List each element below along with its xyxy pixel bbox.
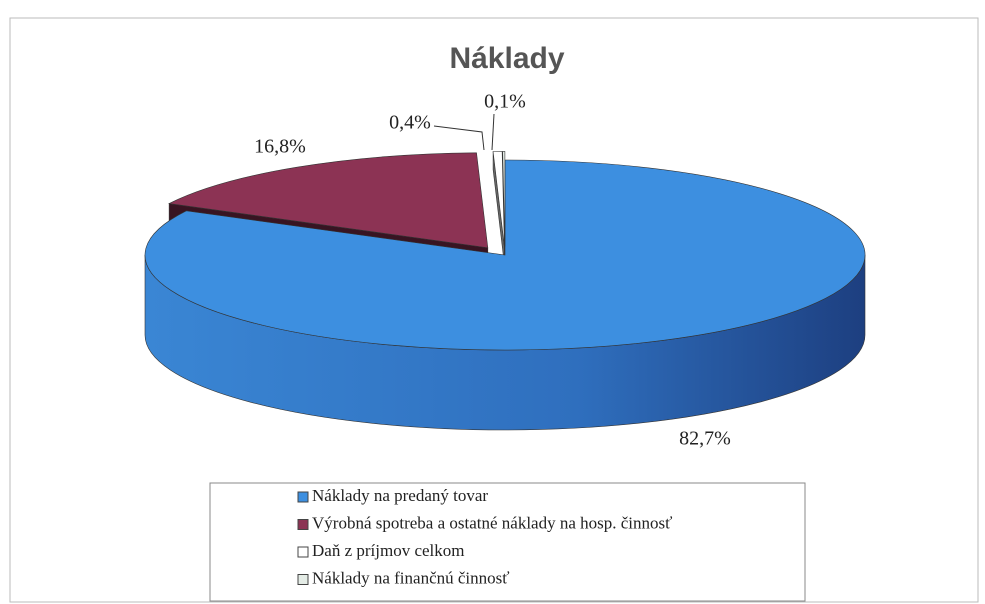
data-label: 82,7% (679, 428, 731, 450)
legend-swatch (297, 491, 309, 503)
chart-title: Náklady (449, 42, 564, 75)
legend-swatch (297, 546, 309, 558)
leader-line (433, 125, 485, 151)
slice (492, 151, 505, 247)
legend-label: Výrobná spotreba a ostatné náklady na ho… (312, 513, 672, 532)
legend-label: Náklady na predaný tovar (312, 486, 488, 505)
slice (168, 152, 489, 249)
chart-border (9, 17, 979, 603)
slice (144, 159, 866, 351)
slice (502, 151, 506, 247)
data-label: 0,4% (389, 112, 431, 134)
data-label: 16,8% (254, 136, 306, 158)
legend-label: Náklady na finančnú činnosť (312, 568, 510, 587)
legend-swatch (297, 574, 309, 585)
data-label: 0,1% (484, 91, 526, 113)
legend-swatch (297, 519, 309, 530)
legend-label: Daň z príjmov celkom (312, 541, 465, 560)
legend-box (209, 482, 806, 602)
leader-line (491, 113, 495, 151)
